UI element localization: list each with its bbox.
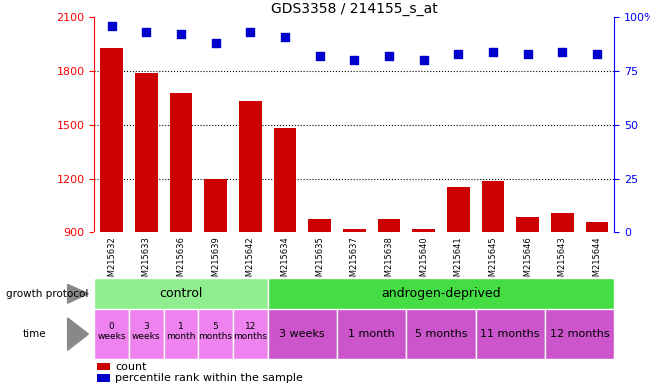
Bar <box>343 229 365 232</box>
Polygon shape <box>68 284 88 303</box>
Bar <box>412 229 435 232</box>
Text: GSM215633: GSM215633 <box>142 236 151 287</box>
Bar <box>164 309 198 359</box>
Polygon shape <box>68 318 88 350</box>
Text: GSM215643: GSM215643 <box>558 236 567 287</box>
Text: GSM215641: GSM215641 <box>454 236 463 286</box>
Bar <box>274 128 296 232</box>
Bar <box>97 374 110 382</box>
Text: count: count <box>115 361 146 372</box>
Text: GSM215634: GSM215634 <box>280 236 289 287</box>
Point <box>419 57 429 63</box>
Text: GSM215642: GSM215642 <box>246 236 255 286</box>
Point <box>211 40 221 46</box>
Bar <box>129 309 164 359</box>
Bar <box>170 93 192 232</box>
Bar <box>378 219 400 232</box>
Text: 12
months: 12 months <box>233 322 267 341</box>
Text: GSM215635: GSM215635 <box>315 236 324 287</box>
Text: GSM215639: GSM215639 <box>211 236 220 287</box>
Text: 0
weeks: 0 weeks <box>98 322 126 341</box>
Text: time: time <box>23 329 46 339</box>
Text: 1
month: 1 month <box>166 322 196 341</box>
Text: GSM215640: GSM215640 <box>419 236 428 286</box>
Text: 12 months: 12 months <box>550 329 610 339</box>
Bar <box>97 363 110 370</box>
Point <box>349 57 359 63</box>
Text: control: control <box>159 287 203 300</box>
Text: 3 weeks: 3 weeks <box>280 329 325 339</box>
Point <box>245 29 255 35</box>
Text: GSM215636: GSM215636 <box>176 236 185 287</box>
Text: GSM215644: GSM215644 <box>592 236 601 286</box>
Point <box>280 33 290 40</box>
Bar <box>198 309 233 359</box>
Bar <box>204 179 227 232</box>
Point <box>592 51 602 57</box>
Bar <box>476 309 545 359</box>
Bar <box>447 187 469 232</box>
Point <box>523 51 533 57</box>
Text: androgen-deprived: androgen-deprived <box>381 287 500 300</box>
Text: 1 month: 1 month <box>348 329 395 339</box>
Bar <box>551 213 573 232</box>
Point <box>107 23 117 29</box>
Bar <box>482 181 504 232</box>
Bar <box>516 217 539 232</box>
Point <box>488 49 498 55</box>
Text: percentile rank within the sample: percentile rank within the sample <box>115 373 303 383</box>
Point <box>557 49 567 55</box>
Bar <box>545 309 614 359</box>
Bar <box>268 278 614 309</box>
Text: 5 months: 5 months <box>415 329 467 339</box>
Title: GDS3358 / 214155_s_at: GDS3358 / 214155_s_at <box>271 2 437 16</box>
Bar <box>406 309 476 359</box>
Point <box>453 51 463 57</box>
Point <box>384 53 394 59</box>
Text: growth protocol: growth protocol <box>6 289 89 299</box>
Text: GSM215637: GSM215637 <box>350 236 359 287</box>
Text: GSM215645: GSM215645 <box>488 236 497 286</box>
Bar <box>268 309 337 359</box>
Bar <box>308 219 331 232</box>
Text: GSM215646: GSM215646 <box>523 236 532 287</box>
Bar <box>239 101 261 232</box>
Bar <box>233 309 268 359</box>
Bar <box>100 48 123 232</box>
Text: 11 months: 11 months <box>480 329 540 339</box>
Text: GSM215632: GSM215632 <box>107 236 116 287</box>
Bar <box>337 309 406 359</box>
Point <box>141 29 151 35</box>
Text: 3
weeks: 3 weeks <box>132 322 161 341</box>
Bar <box>94 278 268 309</box>
Point <box>315 53 325 59</box>
Text: 5
months: 5 months <box>199 322 233 341</box>
Bar <box>94 309 129 359</box>
Bar <box>135 73 157 232</box>
Bar <box>586 222 608 232</box>
Point <box>176 31 186 38</box>
Text: GSM215638: GSM215638 <box>384 236 393 287</box>
